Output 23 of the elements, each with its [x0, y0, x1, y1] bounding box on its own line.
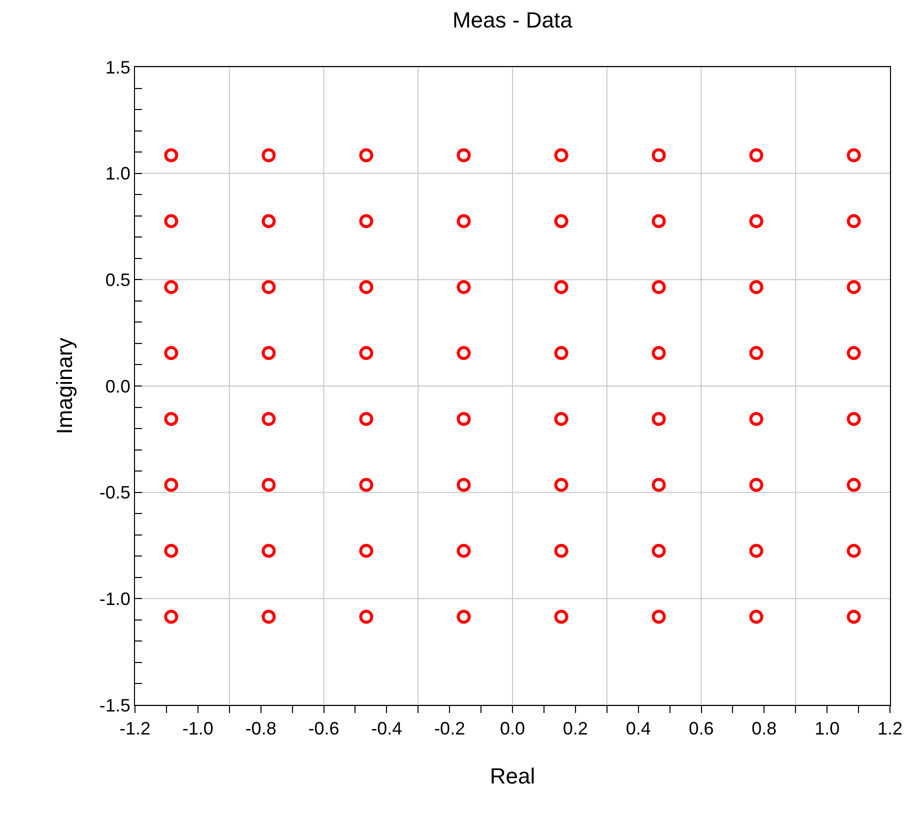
- y-tick-label: 0.5: [105, 270, 130, 290]
- x-tick-label: -1.0: [182, 718, 214, 739]
- y-tick-label: 1.0: [105, 164, 130, 184]
- y-tick-label: 0.0: [105, 376, 130, 396]
- x-tick-label: 0.0: [500, 718, 526, 739]
- y-axis-title: Imaginary: [52, 338, 78, 434]
- x-tick-label: 1.2: [877, 718, 903, 739]
- y-tick-label: -1.5: [99, 695, 130, 716]
- x-tick-label: -0.2: [434, 718, 466, 739]
- x-tick-label: 0.6: [688, 718, 714, 739]
- x-tick-label: 1.0: [814, 718, 840, 739]
- x-tick-label: -0.8: [245, 718, 276, 739]
- y-tick-label: -1.0: [99, 588, 130, 609]
- x-tick-label: 0.8: [752, 718, 777, 739]
- y-tick-label: 1.5: [105, 57, 130, 78]
- x-tick-label: 0.2: [562, 718, 588, 739]
- x-tick-label: 0.4: [626, 718, 651, 739]
- x-tick-label: -1.2: [119, 718, 151, 739]
- x-axis-title: Real: [490, 764, 536, 788]
- chart-title: Meas - Data: [452, 8, 574, 33]
- x-tick-label: -0.4: [371, 718, 402, 739]
- x-tick-label: -0.6: [308, 718, 340, 739]
- y-tick-label: -0.5: [99, 482, 130, 503]
